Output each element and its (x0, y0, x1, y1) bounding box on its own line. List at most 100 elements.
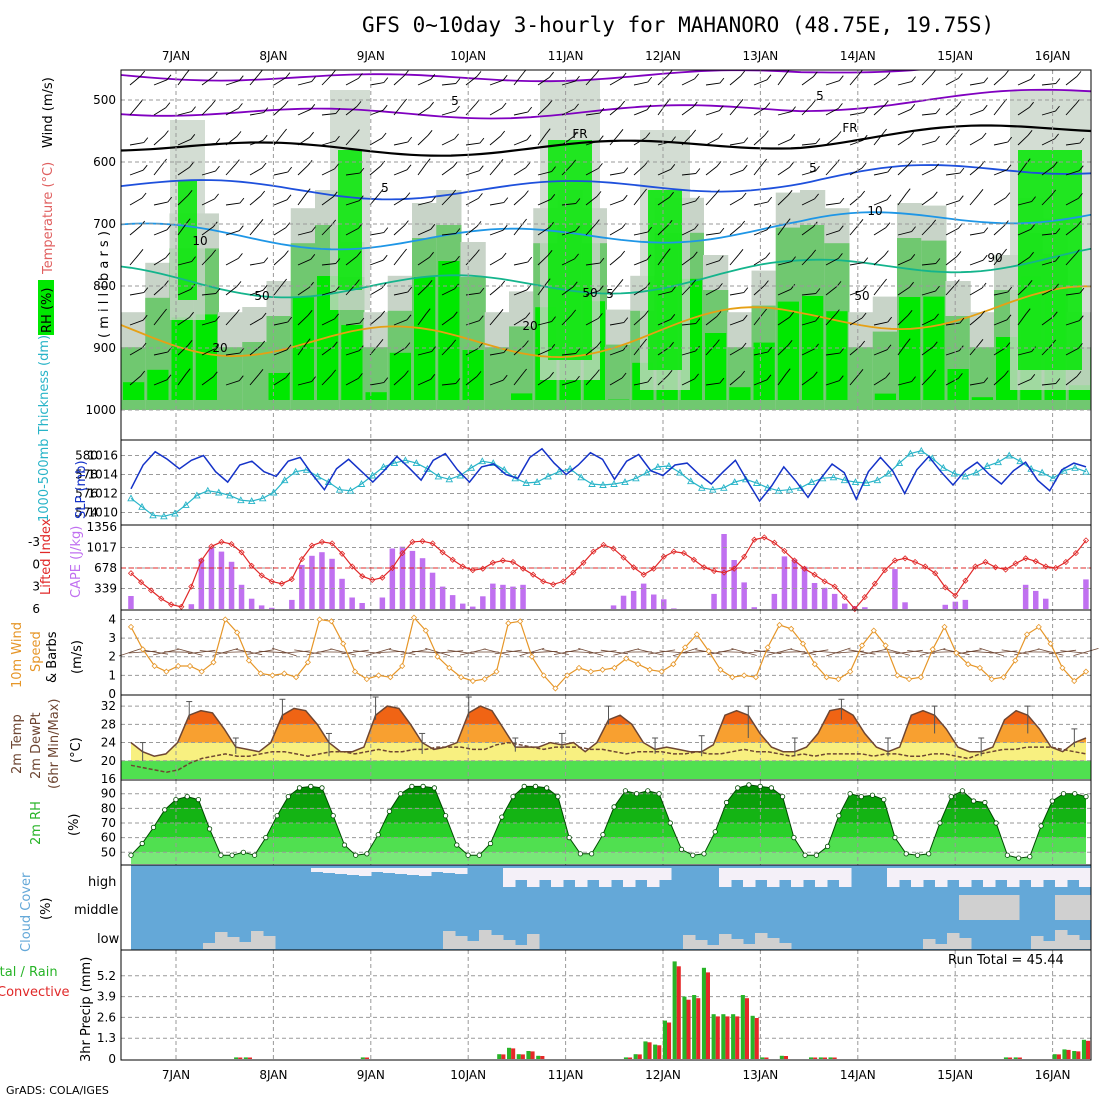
barb-140 (273, 199, 288, 206)
barb-766 (945, 350, 960, 356)
precip-conv-bar-40 (520, 1054, 525, 1059)
barb-418 (585, 74, 596, 86)
barb-752 (945, 134, 956, 146)
barb-394 (537, 376, 550, 386)
barb-280 (417, 313, 427, 326)
wind-point-18 (340, 640, 347, 647)
barb-810 (993, 347, 1007, 356)
barb-146 (273, 283, 283, 296)
thickness-point-9 (226, 491, 234, 499)
barb-94 (225, 164, 236, 176)
li-point-33 (459, 563, 466, 570)
barb-636 (801, 376, 814, 386)
barb-836 (1041, 83, 1056, 86)
barb-126 (249, 317, 263, 326)
cape-bar-34 (470, 606, 476, 609)
barb-flag-95 (235, 159, 240, 165)
barb-flag-779 (978, 189, 984, 195)
wind-barb-0 (118, 647, 144, 657)
barb-flag-595 (785, 70, 790, 74)
barb-flag-869 (1076, 221, 1082, 227)
cape-bar-62 (751, 607, 757, 609)
li-point-95 (1082, 537, 1090, 544)
barb-224 (369, 137, 383, 146)
contour-label-12: 50 (582, 286, 597, 300)
rh-point-14 (285, 793, 291, 800)
barb-flag-809 (1006, 314, 1012, 321)
barb-336 (489, 164, 500, 176)
barb-flag-525 (695, 345, 700, 352)
barb-18 (129, 347, 143, 356)
barb-702 (873, 377, 887, 386)
cloud-high-gap-15 (311, 868, 324, 872)
li-point-82 (952, 592, 959, 599)
rh-tick-70: 70 (101, 816, 116, 830)
barb-838 (1041, 110, 1056, 116)
barb-188 (321, 263, 336, 266)
barb-flag-235 (381, 282, 387, 289)
barb-632 (801, 320, 816, 326)
rh-point-42 (600, 832, 606, 838)
barb-flag-705 (911, 76, 916, 82)
cloud-high-gap-56 (803, 868, 816, 880)
rh-col-mid-35 (969, 347, 995, 410)
barb-flag-91 (238, 103, 243, 109)
barb-flag-299 (455, 255, 460, 262)
barb-flag-1 (140, 70, 146, 77)
barb-flag-551 (740, 70, 746, 77)
rh-point-64 (847, 791, 853, 797)
profile-ylabel-temp: Temperature (°C) (41, 162, 56, 275)
barb-762 (945, 284, 956, 296)
wind-barb-54 (753, 649, 782, 655)
wind-point-75 (1012, 657, 1019, 664)
barb-flag-21 (140, 370, 146, 377)
barb-528 (705, 82, 720, 86)
cloud-ylabel-units: (%) (39, 898, 54, 921)
barb-96 (225, 202, 240, 206)
rh-point-8 (218, 852, 224, 858)
barb-flag-717 (910, 254, 916, 260)
barb-546 (705, 344, 716, 356)
barb-flag-745 (932, 341, 938, 348)
wind-ylabel-b: Speed (29, 631, 44, 672)
barb-120 (249, 224, 260, 236)
cloud-high-gap-38 (587, 868, 600, 880)
barb-flag-341 (502, 224, 508, 231)
barb-flag-413 (571, 309, 577, 316)
barb-410 (561, 286, 574, 296)
barb-70 (201, 143, 216, 146)
barb-448 (609, 199, 624, 206)
barb-74 (201, 198, 215, 206)
precip-conv-bar-72 (832, 1057, 837, 1059)
barb-flag-739 (935, 258, 941, 264)
barb-744 (921, 346, 934, 356)
barb-flag-391 (551, 316, 556, 322)
wind-point-65 (894, 672, 901, 679)
barb-168 (297, 286, 310, 296)
rh-col-mid-20 (606, 344, 632, 410)
barb-630 (801, 293, 816, 296)
rh-point-81 (1038, 823, 1044, 829)
wind-barb-21 (365, 648, 392, 656)
wind-barb-4 (164, 651, 193, 653)
barb-564 (729, 292, 744, 296)
barb-flag-715 (911, 226, 916, 232)
contour-label-3: FR (842, 121, 857, 135)
barb-306 (441, 383, 456, 386)
barb-600 (777, 166, 790, 176)
barb-310 (465, 104, 476, 116)
thickness-point-21 (357, 480, 366, 487)
rh-point-38 (555, 793, 561, 800)
rh-point-52 (712, 829, 718, 835)
barb-flag-369 (525, 312, 531, 318)
rh-point-82 (1049, 798, 1055, 804)
barb-734 (921, 196, 934, 206)
barb-118 (249, 195, 261, 206)
rh-col-green-11 (389, 352, 411, 400)
wind-barb-47 (672, 647, 698, 657)
barb-flag-871 (1075, 249, 1080, 255)
rh-point-59 (791, 834, 797, 841)
cloud-high-gap-18 (347, 868, 360, 875)
barb-flag-617 (812, 71, 818, 78)
barb-42 (153, 379, 168, 386)
